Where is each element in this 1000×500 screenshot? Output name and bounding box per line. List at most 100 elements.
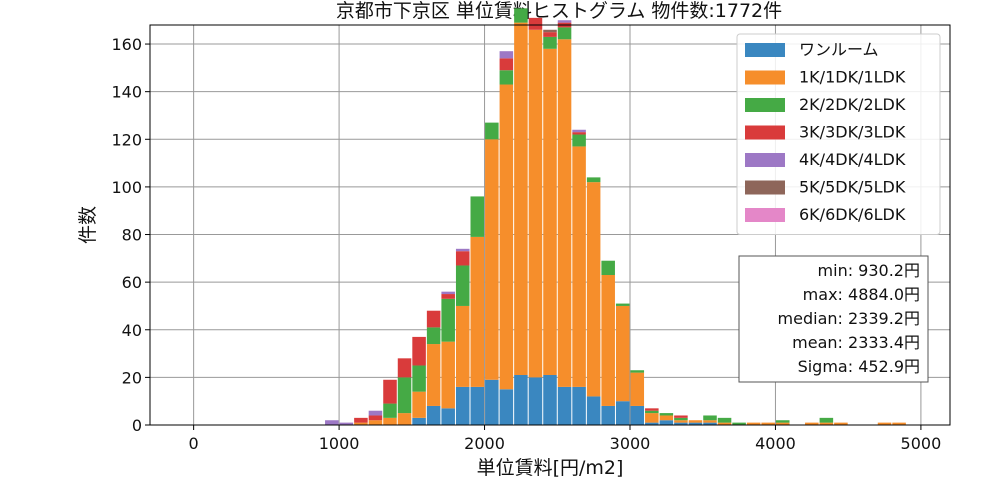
bar-segment: [543, 36, 557, 49]
x-tick-label: 3000: [610, 434, 651, 453]
bar-segment: [441, 294, 455, 299]
bar-segment: [674, 420, 688, 423]
bar-segment: [717, 417, 732, 423]
stats-line: min: 930.2円: [818, 261, 920, 280]
stats-line: Sigma: 452.9円: [798, 357, 920, 376]
bar-segment: [383, 403, 397, 418]
x-tick-label: 5000: [901, 434, 942, 453]
bar-segment: [339, 422, 354, 425]
bar-segment: [426, 405, 441, 425]
bar-segment: [397, 358, 412, 378]
bar-segment: [325, 420, 339, 425]
bar-segment: [368, 410, 383, 416]
x-tick-label: 4000: [755, 434, 796, 453]
bar-segment: [819, 422, 834, 425]
bar-segment: [514, 375, 528, 425]
bar-segment: [645, 408, 659, 411]
bar-segment: [586, 182, 601, 397]
legend-swatch: [745, 98, 785, 112]
bar-segment: [674, 422, 688, 425]
plot-frame: [149, 24, 951, 426]
bar-segment: [615, 303, 630, 306]
bar-segment: [601, 405, 615, 425]
legend-label: 3K/3DK/3LDK: [799, 123, 906, 142]
bar-segment: [572, 132, 586, 135]
bar-segment: [397, 377, 412, 414]
legend-swatch: [745, 180, 785, 195]
bar-segment: [470, 196, 485, 237]
bar-segment: [645, 422, 659, 425]
bar-segment: [354, 417, 368, 423]
bar-segment: [455, 386, 470, 425]
bar-segment: [441, 408, 455, 425]
bar-segment: [485, 122, 499, 140]
legend-swatch: [745, 125, 785, 140]
bar-segment: [499, 51, 514, 59]
bar-segment: [470, 236, 485, 387]
bar-segment: [834, 422, 848, 425]
bar-segment: [659, 413, 674, 416]
bar-segment: [383, 417, 397, 425]
legend-label: 2K/2DK/2LDK: [799, 95, 906, 114]
y-tick-label: 40: [122, 321, 142, 340]
bars: [325, 8, 906, 425]
legend-label: 4K/4DK/4LDK: [799, 150, 906, 169]
legend-label: ワンルーム: [799, 40, 879, 59]
axis-ticks: 0 1000 2000 3000 4000 5000 0 20 40 60 80 100 120 140 1…: [111, 35, 941, 453]
x-tick-label: 2000: [464, 434, 505, 453]
x-tick-label: 0: [189, 434, 199, 453]
bar-segment: [412, 336, 426, 366]
bar-segment: [659, 415, 674, 421]
bar-segment: [543, 48, 557, 376]
bar-segment: [761, 422, 775, 425]
legend-swatch: [745, 153, 785, 167]
stats-line: median: 2339.2円: [778, 309, 920, 328]
bar-segment: [892, 422, 906, 425]
y-tick-label: 100: [111, 178, 142, 197]
bar-segment: [441, 341, 455, 409]
stats-frame: [738, 255, 929, 383]
bar-segment: [514, 22, 528, 375]
y-tick-label: 20: [122, 368, 142, 387]
bar-segment: [572, 134, 586, 147]
bar-segment: [354, 422, 368, 425]
bar-segment: [485, 379, 499, 425]
legend-label: 1K/1DK/1LDK: [799, 68, 906, 87]
bar-segment: [601, 275, 615, 406]
bar-segment: [441, 291, 455, 295]
bar-segment: [630, 372, 645, 406]
bar-segment: [528, 29, 543, 378]
legend-label: 5K/5DK/5LDK: [799, 178, 906, 197]
bar-segment: [688, 420, 703, 423]
bar-segment: [455, 265, 470, 306]
bar-segment: [528, 377, 543, 425]
bar-segment: [630, 405, 645, 425]
bar-segment: [455, 305, 470, 387]
bar-segment: [703, 422, 717, 425]
bar-segment: [499, 70, 514, 85]
bar-segment: [572, 146, 586, 387]
bar-segment: [877, 422, 892, 425]
y-tick-label: 120: [111, 130, 142, 149]
legend-label: 6K/6DK/6LDK: [799, 205, 906, 224]
bar-segment: [557, 20, 572, 23]
stats-line: mean: 2333.4円: [792, 333, 920, 352]
bar-segment: [543, 29, 557, 33]
bar-segment: [674, 415, 688, 418]
y-tick-label: 60: [122, 273, 142, 292]
bar-segment: [586, 177, 601, 183]
x-tick-label: 1000: [319, 434, 360, 453]
bar-segment: [572, 386, 586, 425]
bar-segment: [368, 420, 383, 425]
bar-segment: [514, 8, 528, 23]
bar-segment: [426, 344, 441, 406]
y-tick-label: 140: [111, 83, 142, 102]
bar-segment: [805, 422, 819, 425]
legend-swatch: [745, 208, 785, 222]
bar-segment: [775, 420, 790, 423]
bar-segment: [499, 84, 514, 390]
y-tick-label: 80: [122, 226, 142, 245]
bar-segment: [499, 58, 514, 71]
bar-segment: [615, 401, 630, 425]
